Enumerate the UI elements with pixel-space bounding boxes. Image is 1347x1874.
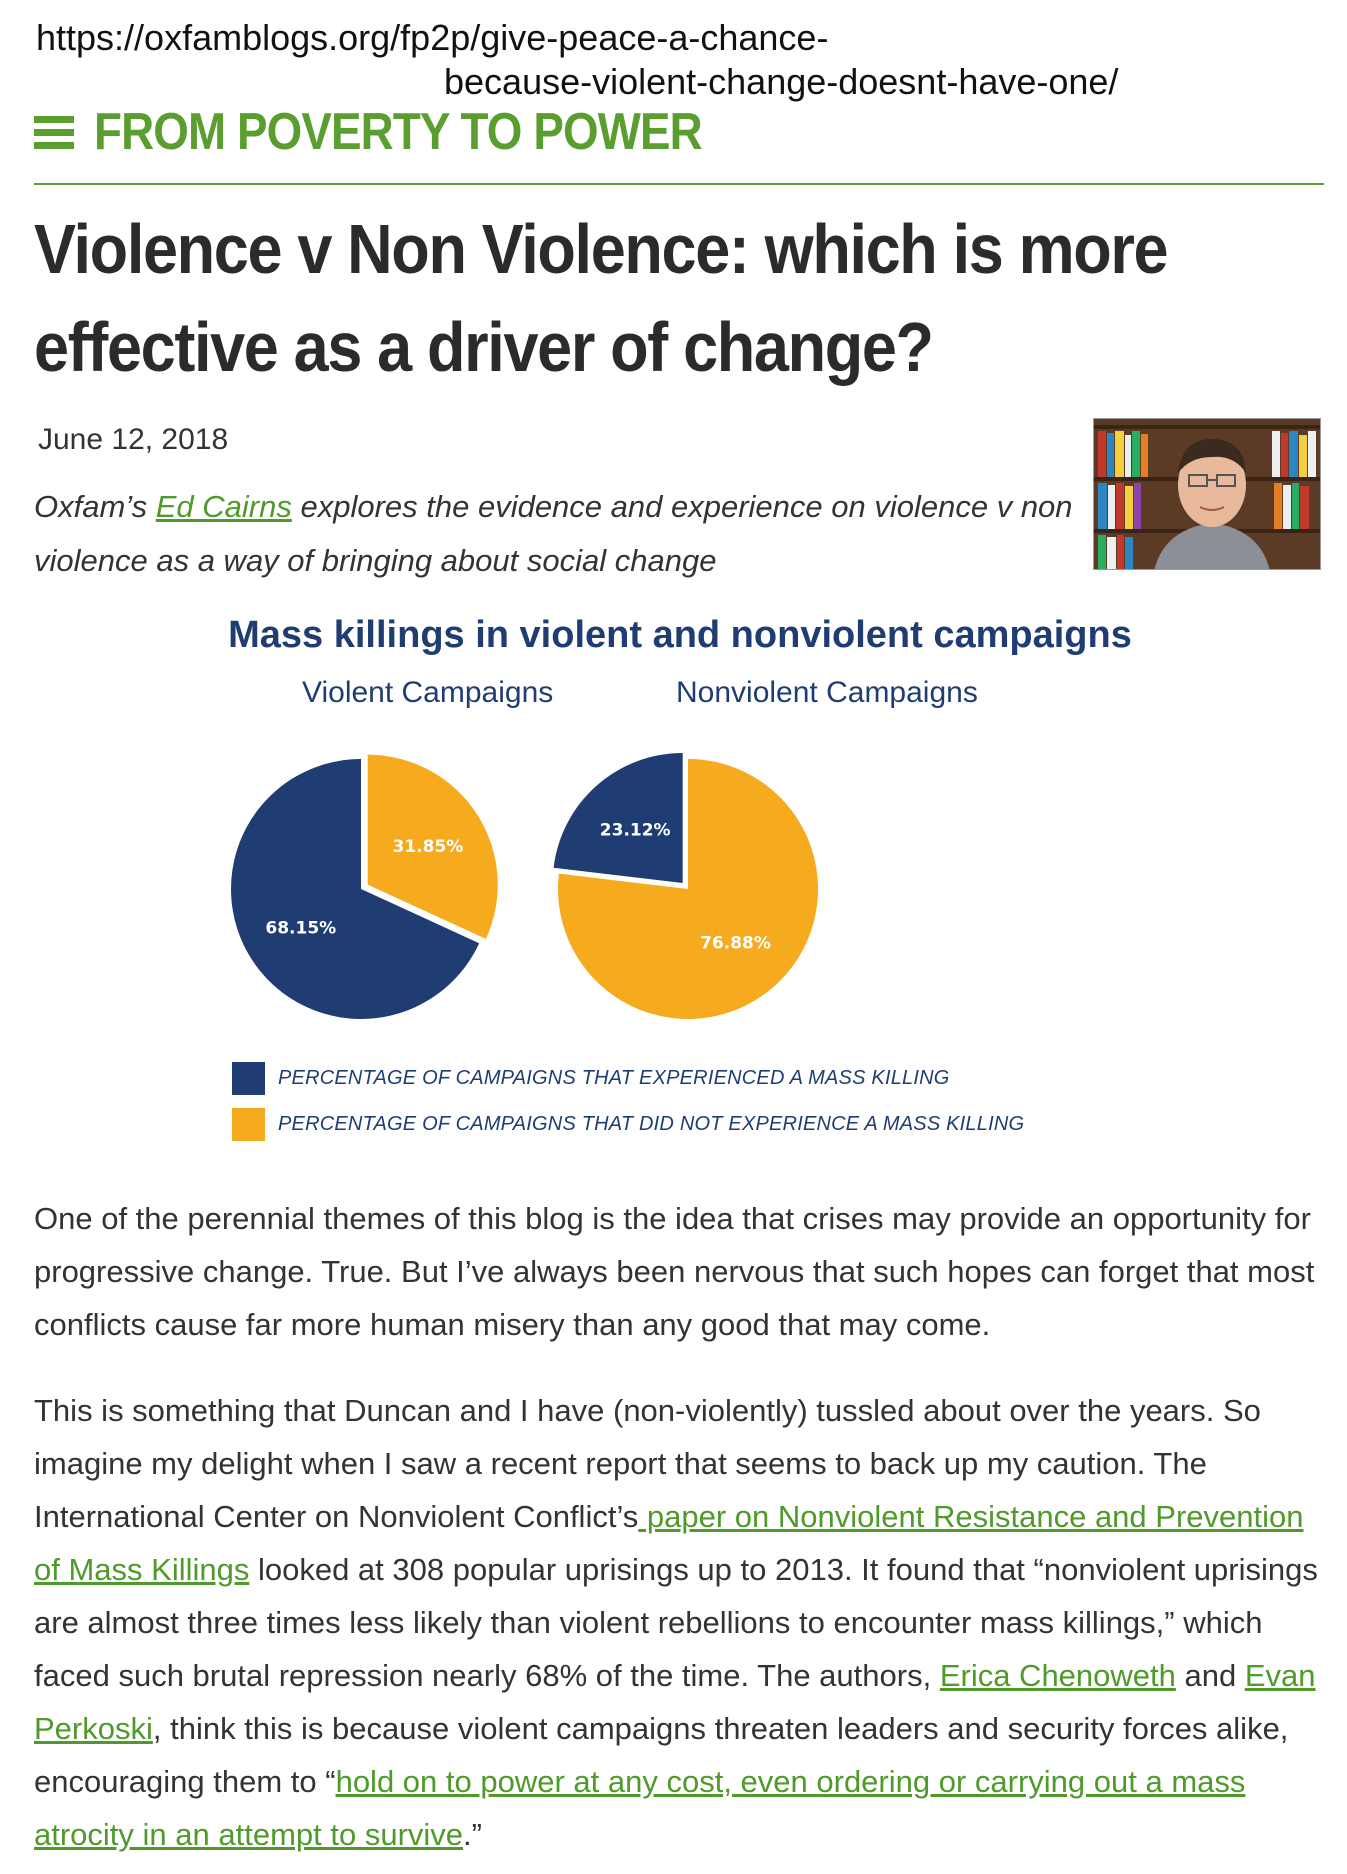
source-url-line-1: https://oxfamblogs.org/fp2p/give-peace-a… — [36, 17, 829, 58]
source-url: https://oxfamblogs.org/fp2p/give-peace-a… — [36, 16, 1118, 104]
p2-text-3: and — [1175, 1658, 1245, 1693]
evan-perkoski-link[interactable]: Evan Perkoski — [34, 1658, 1316, 1746]
intro-prefix: Oxfam’s — [34, 489, 156, 524]
legend-swatch-navy — [232, 1062, 265, 1095]
site-header: FROM POVERTY TO POWER — [34, 102, 785, 162]
p2-text-2: looked at 308 popular uprisings up to 20… — [34, 1552, 1318, 1693]
body-paragraph-2: This is something that Duncan and I have… — [34, 1384, 1334, 1861]
legend-item-no-mass-killing: PERCENTAGE OF CAMPAIGNS THAT DID NOT EXP… — [232, 1108, 1024, 1141]
quote-link[interactable]: hold on to power at any cost, even order… — [34, 1764, 1246, 1852]
hamburger-menu-icon[interactable] — [34, 113, 74, 151]
pie-slice-label: 76.88% — [700, 933, 771, 953]
p2-text-5: .” — [463, 1817, 482, 1852]
article-title: Violence v Non Violence: which is more e… — [34, 210, 1169, 386]
source-url-line-2: because-violent-change-doesnt-have-one/ — [444, 61, 1119, 102]
chart-title: Mass killings in violent and nonviolent … — [228, 614, 1132, 656]
pie-charts: 31.85% 68.15% 76.88% 23.12% — [231, 753, 819, 1019]
violent-chart-subtitle: Violent Campaigns — [302, 676, 554, 709]
nonviolent-pie-slice-no-mass-killing — [558, 759, 819, 1019]
intro-suffix: explores the evidence and experience on … — [34, 489, 1073, 578]
p2-text-4: , think this is because violent campaign… — [34, 1711, 1289, 1799]
icnc-paper-link[interactable]: paper on Nonviolent Resistance and Preve… — [34, 1499, 1304, 1587]
pie-slice-label: 31.85% — [393, 837, 464, 857]
erica-chenoweth-link[interactable]: Erica Chenoweth — [939, 1658, 1176, 1693]
site-name[interactable]: FROM POVERTY TO POWER — [94, 103, 703, 161]
author-link[interactable]: Ed Cairns — [155, 489, 292, 524]
pie-slice-label: 68.15% — [265, 919, 336, 939]
violent-pie-slice-mass-killing — [231, 759, 480, 1019]
legend-label: PERCENTAGE OF CAMPAIGNS THAT DID NOT EXP… — [278, 1113, 1025, 1135]
legend-swatch-amber — [232, 1108, 265, 1141]
article-intro: Oxfam’s Ed Cairns explores the evidence … — [34, 480, 1074, 588]
legend-label: PERCENTAGE OF CAMPAIGNS THAT EXPERIENCED… — [278, 1067, 950, 1089]
author-photo — [1093, 418, 1321, 570]
violent-pie-slice-no-mass-killing — [367, 754, 498, 939]
article-date: June 12, 2018 — [38, 423, 229, 456]
p2-text-1: This is something that Duncan and I have… — [34, 1393, 1261, 1534]
pie-slice-label: 23.12% — [600, 821, 671, 841]
nonviolent-chart-subtitle: Nonviolent Campaigns — [676, 676, 978, 709]
body-paragraph-1: One of the perennial themes of this blog… — [34, 1201, 1315, 1342]
nonviolent-pie-slice-mass-killing — [553, 753, 683, 884]
mass-killings-infographic: Mass killings in violent and nonviolent … — [180, 614, 1180, 1144]
legend-item-mass-killing: PERCENTAGE OF CAMPAIGNS THAT EXPERIENCED… — [232, 1062, 950, 1095]
header-divider — [34, 183, 1324, 185]
